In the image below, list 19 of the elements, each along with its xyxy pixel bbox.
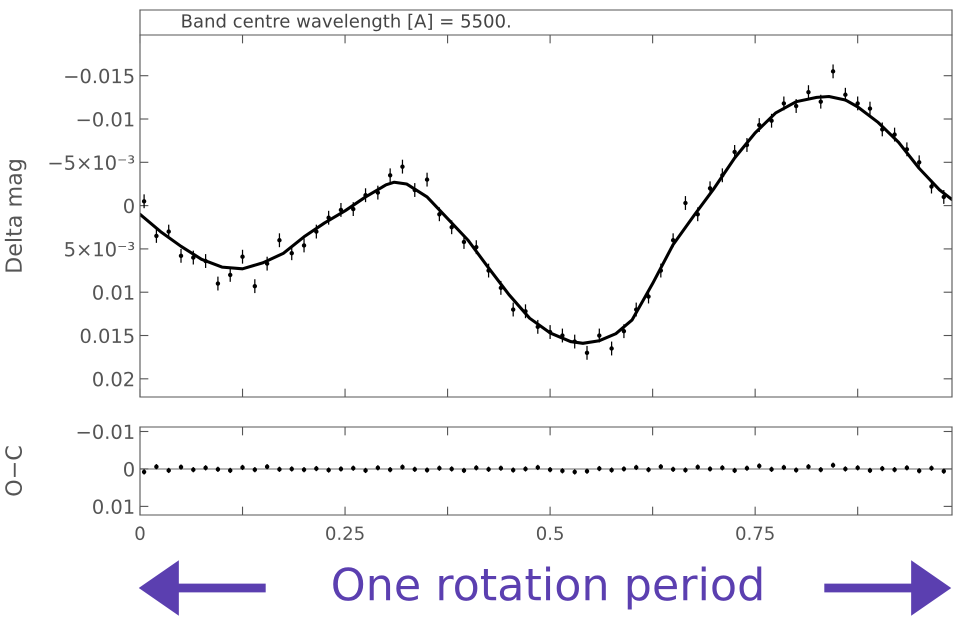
y-tick-label: 0 xyxy=(124,462,134,477)
y-tick-label: 0.015 xyxy=(80,328,134,344)
y-tick-label: 0.01 xyxy=(93,285,134,300)
text: One rotation period xyxy=(333,566,762,610)
y-axis-title: Delta mag xyxy=(4,160,26,272)
x-tick-label: 0.75 xyxy=(736,526,774,540)
x-tick-label: 0 xyxy=(135,526,145,540)
y-tick-label: 0 xyxy=(124,198,134,214)
y-tick-label: 0.01 xyxy=(93,499,134,514)
y-tick-label: −0.01 xyxy=(78,424,134,440)
y-tick-label: 0.02 xyxy=(93,372,134,386)
y-tick-label: −0.01 xyxy=(78,112,134,127)
y-axis-title: O−C xyxy=(5,446,22,496)
y-tick-label: −5×10⁻³ xyxy=(49,155,134,170)
chart-title: Band centre wavelength [A] = 5500. xyxy=(182,14,510,32)
y-tick-label: 5×10⁻³ xyxy=(65,242,134,257)
y-tick-label: −0.015 xyxy=(65,68,134,84)
x-tick-label: 0.5 xyxy=(536,526,563,540)
x-tick-label: 0.25 xyxy=(326,526,364,540)
